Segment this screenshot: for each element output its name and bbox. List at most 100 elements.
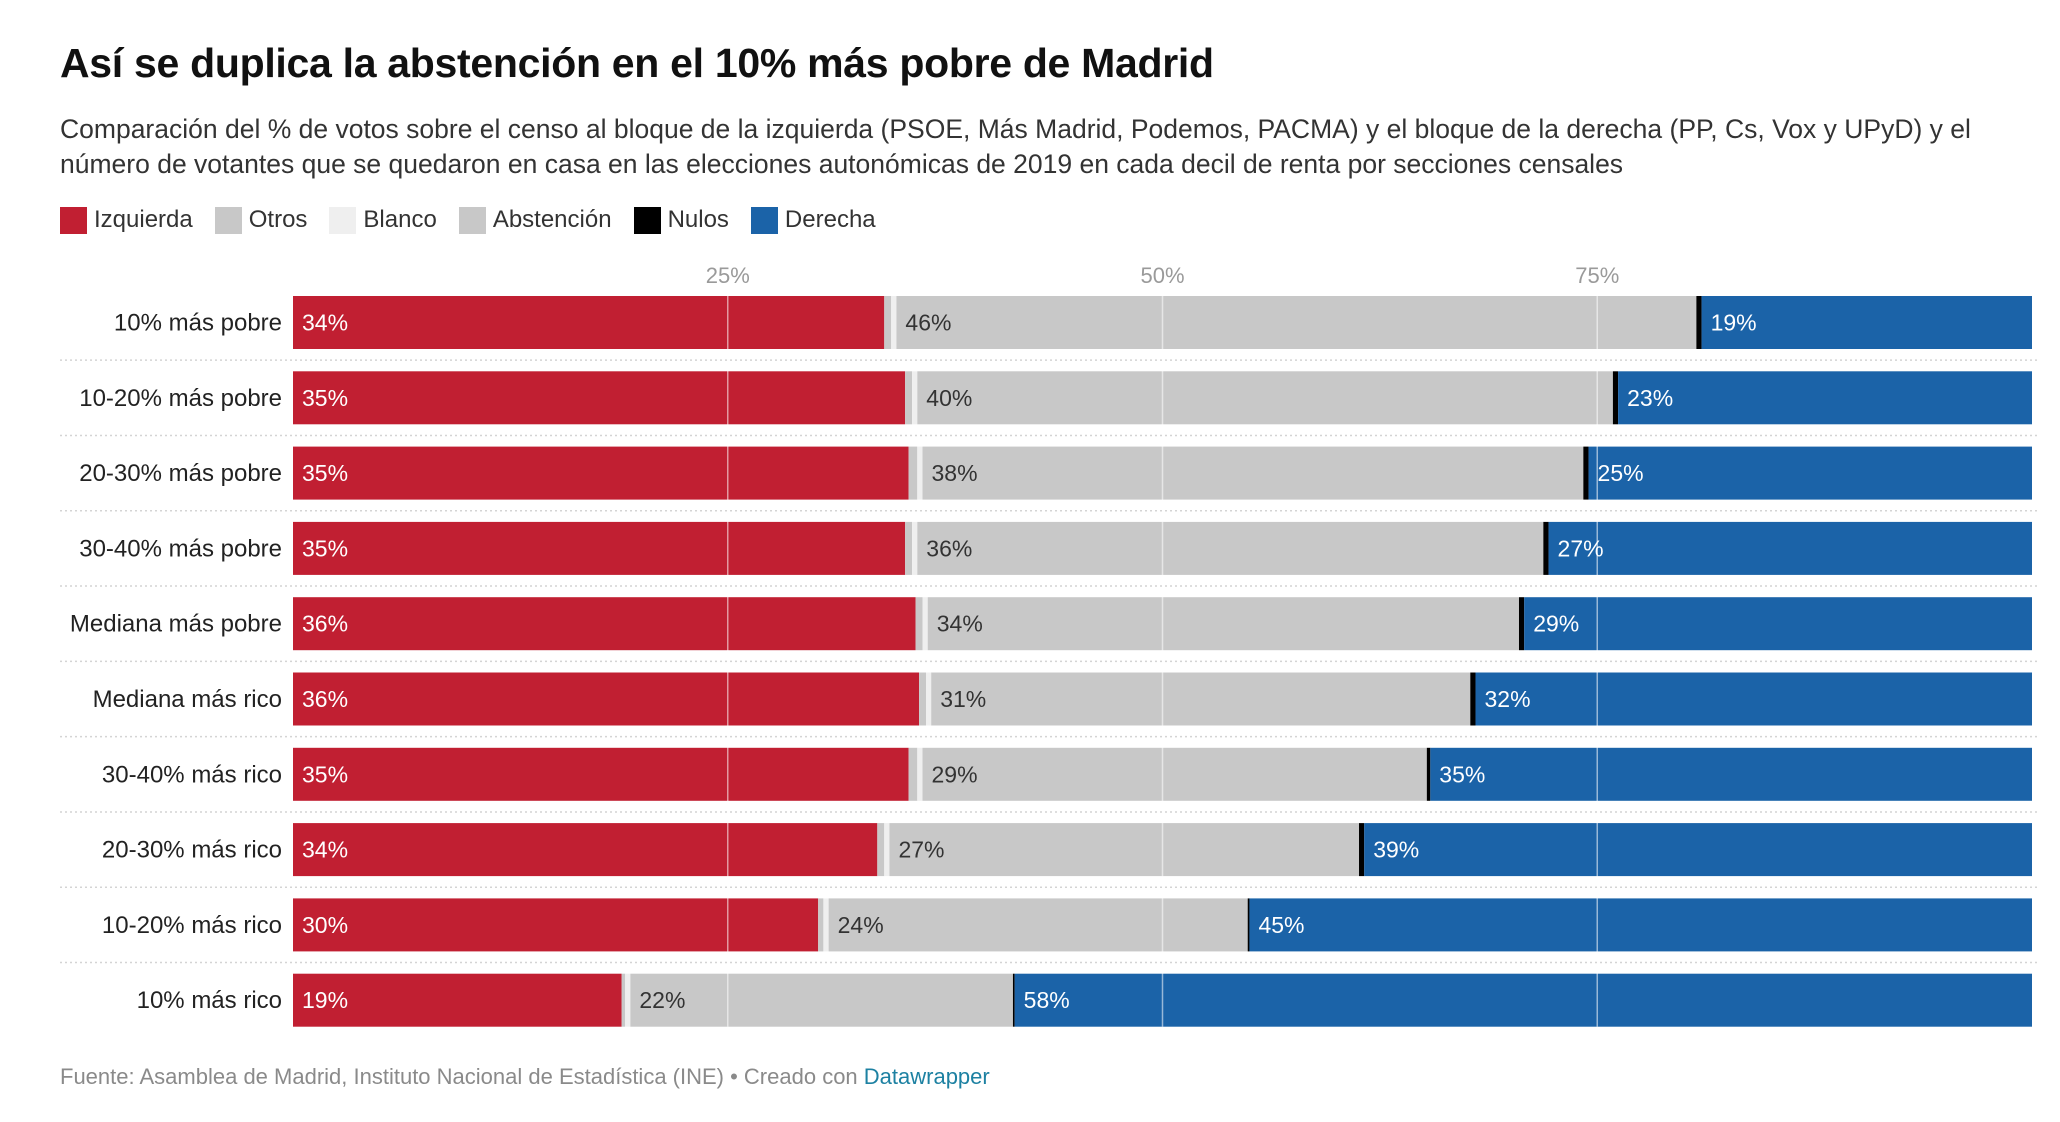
x-tick-label: 25% <box>706 263 750 288</box>
data-label-izquierda: 36% <box>302 686 348 712</box>
bar-segment-derecha[interactable] <box>1548 521 2032 575</box>
bar-segment-nulos[interactable] <box>1426 747 1431 801</box>
data-label-abstención: 40% <box>926 385 972 411</box>
bar-segment-nulos[interactable] <box>1583 446 1589 500</box>
data-label-izquierda: 35% <box>302 385 348 411</box>
legend-label: Otros <box>248 206 308 233</box>
category-label: 10% más rico <box>137 987 282 1014</box>
category-label: Mediana más pobre <box>70 611 282 638</box>
data-label-izquierda: 34% <box>302 837 348 863</box>
bar-segment-abstención[interactable] <box>917 521 1544 575</box>
bar-segment-blanco[interactable] <box>884 823 890 877</box>
data-label-derecha: 23% <box>1627 385 1673 411</box>
data-label-izquierda: 34% <box>302 310 348 336</box>
bar-segment-abstención[interactable] <box>889 823 1360 877</box>
bar-segment-derecha[interactable] <box>1430 747 2032 801</box>
legend-item-derecha[interactable]: Derecha <box>750 206 876 234</box>
x-tick-label: 75% <box>1575 263 1619 288</box>
bar-segment-izquierda[interactable] <box>293 597 916 651</box>
legend-item-nulos[interactable]: Nulos <box>633 206 729 234</box>
bar-segment-otros[interactable] <box>884 296 892 349</box>
legend-swatch <box>458 206 486 234</box>
bar-segment-nulos[interactable] <box>1247 898 1250 952</box>
bar-segment-blanco[interactable] <box>912 371 918 425</box>
bar-segment-otros[interactable] <box>919 672 926 726</box>
legend-item-blanco[interactable]: Blanco <box>329 206 437 234</box>
bar-segment-abstención[interactable] <box>896 296 1697 349</box>
bar-segment-derecha[interactable] <box>1588 446 2032 500</box>
legend-item-abstencion[interactable]: Abstención <box>458 206 612 234</box>
bar-segment-derecha[interactable] <box>1475 672 2032 726</box>
bar-segment-otros[interactable] <box>915 597 923 651</box>
bar-segment-blanco[interactable] <box>925 672 932 726</box>
bar-segment-nulos[interactable] <box>1359 823 1365 877</box>
bar-segment-blanco[interactable] <box>625 973 631 1027</box>
category-label: 30-40% más rico <box>102 761 282 788</box>
data-label-abstención: 34% <box>937 611 983 637</box>
bar-segment-otros[interactable] <box>905 521 913 575</box>
bar-segment-abstención[interactable] <box>922 747 1427 801</box>
legend-label: Izquierda <box>94 206 193 233</box>
bar-segment-abstención[interactable] <box>917 371 1613 425</box>
bar-segment-abstención[interactable] <box>927 597 1519 651</box>
bar-segment-blanco[interactable] <box>891 296 897 349</box>
bar-segment-izquierda[interactable] <box>293 747 909 801</box>
data-label-izquierda: 36% <box>302 611 348 637</box>
data-label-abstención: 27% <box>898 837 944 863</box>
bar-segment-izquierda[interactable] <box>293 672 920 726</box>
bar-segment-derecha[interactable] <box>1364 823 2032 877</box>
legend-item-otros[interactable]: Otros <box>214 206 308 234</box>
bar-segment-otros[interactable] <box>818 898 824 952</box>
source-note: Fuente: Asamblea de Madrid, Instituto Na… <box>60 1064 864 1089</box>
bar-segment-blanco[interactable] <box>917 747 923 801</box>
data-label-derecha: 35% <box>1439 761 1485 787</box>
bar-segment-derecha[interactable] <box>1524 597 2032 651</box>
bar-segment-blanco[interactable] <box>917 446 923 500</box>
legend-swatch <box>214 206 242 234</box>
bar-segment-nulos[interactable] <box>1612 371 1619 425</box>
legend-swatch <box>750 206 778 234</box>
bar-segment-otros[interactable] <box>877 823 885 877</box>
bar-segment-izquierda[interactable] <box>293 371 906 425</box>
bar-segment-abstención[interactable] <box>630 973 1013 1027</box>
bar-segment-derecha[interactable] <box>1701 296 2032 349</box>
bar-segment-abstención[interactable] <box>828 898 1248 952</box>
data-label-derecha: 29% <box>1533 611 1579 637</box>
bar-segment-otros[interactable] <box>621 973 626 1027</box>
legend-swatch <box>329 206 357 234</box>
bar-segment-derecha[interactable] <box>1618 371 2032 425</box>
bar-segment-nulos[interactable] <box>1012 973 1015 1027</box>
legend-label: Nulos <box>667 206 729 233</box>
bar-segment-nulos[interactable] <box>1696 296 1702 349</box>
legend-label: Blanco <box>363 206 437 233</box>
bar-segment-nulos[interactable] <box>1470 672 1476 726</box>
bar-segment-abstención[interactable] <box>922 446 1584 500</box>
bar-segment-otros[interactable] <box>905 371 913 425</box>
legend-label: Derecha <box>784 206 876 233</box>
data-label-abstención: 24% <box>838 912 884 938</box>
bar-segment-nulos[interactable] <box>1543 521 1549 575</box>
bar-segment-otros[interactable] <box>908 446 918 500</box>
bar-segment-blanco[interactable] <box>912 521 918 575</box>
bar-segment-izquierda[interactable] <box>293 521 906 575</box>
bar-segment-otros[interactable] <box>908 747 918 801</box>
bar-segment-abstención[interactable] <box>931 672 1471 726</box>
bar-segment-blanco[interactable] <box>922 597 928 651</box>
bar-segment-izquierda[interactable] <box>293 973 622 1027</box>
bar-segment-derecha[interactable] <box>1014 973 2032 1027</box>
data-label-derecha: 25% <box>1598 460 1644 486</box>
category-label: 10-20% más rico <box>102 912 282 939</box>
bar-segment-derecha[interactable] <box>1249 898 2032 952</box>
data-label-abstención: 29% <box>932 761 978 787</box>
bar-segment-izquierda[interactable] <box>293 823 878 877</box>
datawrapper-link[interactable]: Datawrapper <box>863 1064 990 1089</box>
legend: Izquierda Otros Blanco Abstención Nulos … <box>60 204 898 236</box>
category-label: 20-30% más pobre <box>79 460 282 487</box>
bar-segment-blanco[interactable] <box>823 898 829 952</box>
legend-swatch <box>633 206 661 234</box>
bar-segment-izquierda[interactable] <box>293 898 819 952</box>
bar-segment-nulos[interactable] <box>1518 597 1525 651</box>
legend-item-izquierda[interactable]: Izquierda <box>60 206 193 234</box>
bar-segment-izquierda[interactable] <box>293 446 909 500</box>
bar-segment-izquierda[interactable] <box>293 296 885 349</box>
